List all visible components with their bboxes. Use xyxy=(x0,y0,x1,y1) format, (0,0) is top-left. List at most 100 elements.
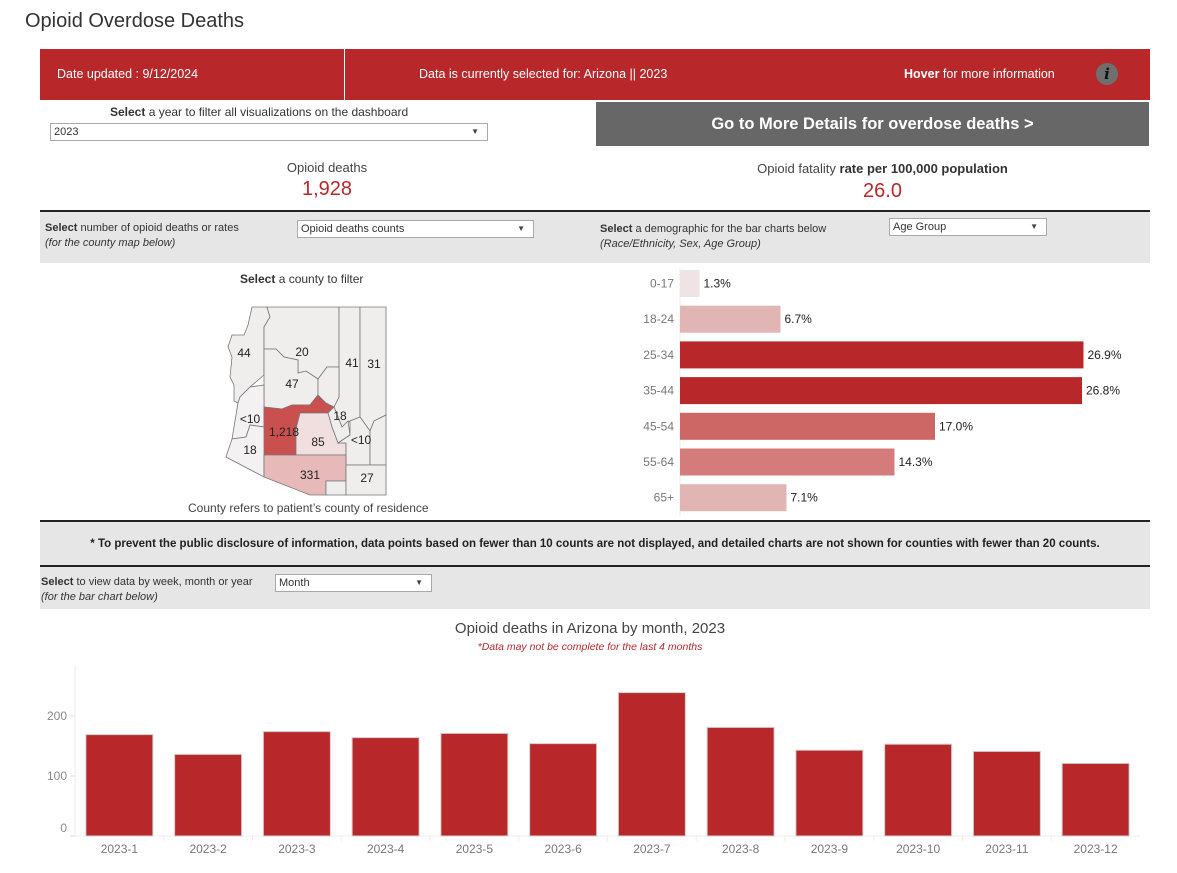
age-bar[interactable] xyxy=(680,377,1082,405)
year-dropdown[interactable]: 2023 ▼ xyxy=(50,123,488,141)
metric-dropdown[interactable]: Opioid deaths counts ▼ xyxy=(297,220,534,238)
info-icon[interactable]: i xyxy=(1096,63,1118,85)
county-filter-label-rest: a county to filter xyxy=(275,272,364,286)
county-label: 18 xyxy=(243,443,257,457)
x-tick-label: 2023-10 xyxy=(896,842,940,856)
x-tick-label: 2023-3 xyxy=(278,842,316,856)
county-greenlee[interactable] xyxy=(369,414,387,466)
county-label: 31 xyxy=(367,357,381,371)
county-label: 331 xyxy=(300,468,320,482)
more-details-button[interactable]: Go to More Details for overdose deaths > xyxy=(596,102,1149,146)
age-bar[interactable] xyxy=(680,305,781,333)
period-filter-sublabel: (for the bar chart below) xyxy=(41,591,158,603)
x-tick-label: 2023-11 xyxy=(985,842,1028,856)
age-bar-value-label: 26.8% xyxy=(1086,384,1120,398)
period-dropdown-value: Month xyxy=(279,577,310,589)
year-filter-label-rest: a year to filter all visualizations on t… xyxy=(145,105,409,119)
month-bar[interactable] xyxy=(706,726,775,837)
month-bar[interactable] xyxy=(617,692,686,837)
month-bar[interactable] xyxy=(174,753,243,837)
county-label: <10 xyxy=(240,412,261,426)
map-caption: County refers to patient’s county of res… xyxy=(188,501,429,515)
x-tick-label: 2023-12 xyxy=(1074,842,1118,856)
demographic-dropdown-value: Age Group xyxy=(893,221,947,233)
month-bar[interactable] xyxy=(884,743,953,837)
x-tick-label: 2023-2 xyxy=(189,842,227,856)
county-label: 20 xyxy=(295,345,309,359)
county-filter-label-bold: Select xyxy=(240,272,276,286)
age-bar-value-label: 6.7% xyxy=(785,312,813,326)
hover-hint-bold: Hover xyxy=(904,67,940,81)
y-tick-label: 100 xyxy=(47,769,67,783)
demographic-filter-sublabel: (Race/Ethnicity, Sex, Age Group) xyxy=(600,238,761,250)
age-bar-value-label: 7.1% xyxy=(791,491,819,505)
age-group-bar-chart: 0-17 1.3% 18-24 6.7% 25-34 26.9% 35-44 26.8% 45-… xyxy=(643,268,1122,516)
age-bar[interactable] xyxy=(680,341,1084,369)
month-bar[interactable] xyxy=(351,737,420,837)
arizona-county-map: 44 20 47 41 31 <10 1,218 18 18 85 <10 331 27 xyxy=(225,306,387,496)
section-divider xyxy=(40,520,1150,522)
month-bar[interactable] xyxy=(972,750,1041,837)
year-filter-label-bold: Select xyxy=(110,105,146,119)
hover-hint-rest: for more information xyxy=(939,67,1055,81)
age-category-label: 55-64 xyxy=(643,455,674,469)
age-category-label: 18-24 xyxy=(643,312,674,326)
age-category-label: 35-44 xyxy=(643,384,674,398)
county-label: 47 xyxy=(285,377,299,391)
page-title: Opioid Overdose Deaths xyxy=(25,10,245,32)
chevron-down-icon: ▼ xyxy=(415,578,423,587)
demographic-dropdown[interactable]: Age Group ▼ xyxy=(889,218,1047,236)
age-category-label: 0-17 xyxy=(650,277,674,291)
monthly-deaths-bar-chart: 0 100 200 2023-1 2023-2 2023-3 2023-4 2023-5 202… xyxy=(47,665,1140,856)
month-bar[interactable] xyxy=(85,734,154,837)
age-bar-value-label: 17.0% xyxy=(939,419,973,433)
selection-status: Data is currently selected for: Arizona … xyxy=(419,67,668,81)
age-bar[interactable] xyxy=(680,484,787,512)
period-dropdown[interactable]: Month ▼ xyxy=(275,574,432,592)
county-filter-label: Select a county to filter xyxy=(240,272,363,286)
age-bar-value-label: 1.3% xyxy=(704,277,732,291)
county-label: 27 xyxy=(360,471,374,485)
month-bar[interactable] xyxy=(262,731,331,837)
x-tick-label: 2023-9 xyxy=(811,842,849,856)
age-bar[interactable] xyxy=(680,448,895,476)
age-bar-value-label: 14.3% xyxy=(899,455,933,469)
chevron-down-icon: ▼ xyxy=(471,127,479,136)
metric-filter-sublabel: (for the county map below) xyxy=(45,237,176,249)
period-filter-label-rest: to view data by week, month or year xyxy=(73,576,253,588)
demographic-filter-label-bold: Select xyxy=(600,223,633,235)
demographic-filter-label: Select a demographic for the bar charts … xyxy=(600,222,826,252)
chevron-down-icon: ▼ xyxy=(517,224,525,233)
month-bar[interactable] xyxy=(1061,762,1130,837)
county-label: 44 xyxy=(237,346,251,360)
age-category-label: 45-54 xyxy=(643,419,674,433)
metric-filter-label: Select number of opioid deaths or rates … xyxy=(45,221,239,251)
metric-filter-label-bold: Select xyxy=(45,222,78,234)
month-bar[interactable] xyxy=(529,743,598,837)
county-label: 41 xyxy=(345,356,359,370)
age-bar[interactable] xyxy=(680,412,935,440)
hover-hint: Hover for more information xyxy=(904,67,1055,81)
county-yuma[interactable] xyxy=(225,424,265,478)
kpi-rate-value: 26.0 xyxy=(863,180,902,202)
metric-filter-label-rest: number of opioid deaths or rates xyxy=(77,222,239,234)
x-tick-label: 2023-7 xyxy=(633,842,671,856)
month-bar[interactable] xyxy=(795,749,864,837)
kpi-deaths-value: 1,928 xyxy=(301,178,353,200)
monthly-chart-subtitle: *Data may not be complete for the last 4… xyxy=(477,641,703,653)
monthly-chart-title: Opioid deaths in Arizona by month, 2023 xyxy=(454,620,726,637)
county-label: 18 xyxy=(333,409,347,423)
age-bar[interactable] xyxy=(680,270,700,297)
disclosure-note: * To prevent the public disclosure of in… xyxy=(90,538,1100,550)
county-cochise[interactable] xyxy=(345,464,387,496)
date-updated: Date updated : 9/12/2024 xyxy=(57,67,199,81)
county-label: 1,218 xyxy=(269,425,299,439)
section-divider xyxy=(40,210,1150,212)
kpi-rate-label: Opioid fatality rate per 100,000 populat… xyxy=(700,161,1065,176)
section-divider xyxy=(40,565,1150,567)
month-bar[interactable] xyxy=(440,732,509,837)
x-tick-label: 2023-5 xyxy=(456,842,494,856)
county-santa-cruz[interactable] xyxy=(325,480,347,496)
x-tick-label: 2023-8 xyxy=(722,842,760,856)
metric-dropdown-value: Opioid deaths counts xyxy=(301,223,405,235)
